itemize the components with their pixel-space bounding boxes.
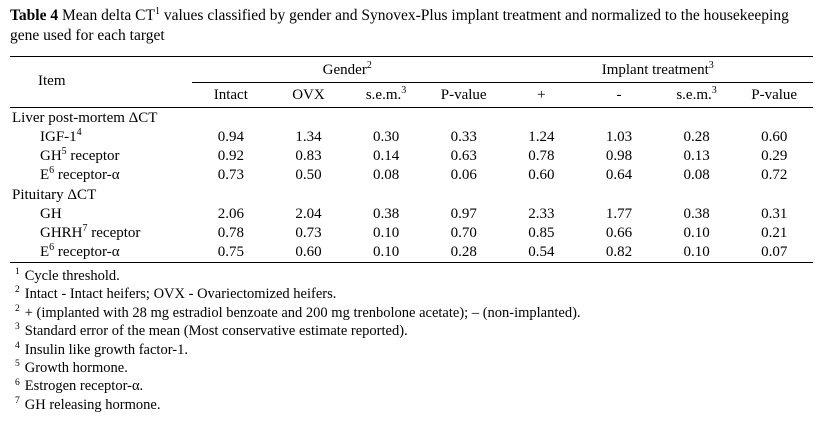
group-header-implant-sup: 3 [708, 59, 714, 71]
footnote-4: 3 Standard error of the mean (Most conser… [15, 322, 408, 340]
row-label-ghrh-receptor: GHRH7 receptor [40, 223, 141, 241]
table-row-gh-receptor: GH5 receptor 0.92 0.83 0.14 0.63 0.78 0.… [10, 147, 813, 166]
value-cell: 2.33 [528, 205, 555, 222]
footnote-1: 1 Cycle threshold. [15, 267, 120, 284]
value-cell: 0.50 [295, 166, 322, 183]
value-cell: 0.08 [683, 166, 710, 183]
value-cell: 0.13 [683, 147, 710, 164]
footnote-6: 5 Growth hormone. [15, 359, 128, 376]
value-cell: 0.31 [761, 205, 788, 222]
column-header-intact: Intact [213, 86, 248, 103]
footnote-7: 6 Estrogen receptor-α. [15, 377, 144, 395]
value-cell: 0.73 [295, 224, 322, 241]
table-row-e-receptor-liver: E6 receptor-α 0.73 0.50 0.08 0.06 0.60 0… [10, 166, 813, 185]
group-header-gender-sup: 2 [366, 59, 372, 71]
group-header-implant-label: Implant treatment [601, 61, 709, 78]
value-cell: 0.10 [372, 224, 400, 241]
table-caption-sup: 1 [154, 5, 160, 17]
value-cell: 0.54 [528, 243, 555, 260]
table-row-gh: GH 2.06 2.04 0.38 0.97 2.33 1.77 0.38 0.… [10, 205, 813, 224]
value-cell: 0.33 [450, 128, 477, 145]
footnote-3: 2 + (implanted with 28 mg estradiol benzo… [15, 303, 581, 321]
table-caption-text-1: Mean delta CT [58, 7, 155, 24]
value-cell: 0.73 [217, 166, 244, 183]
value-cell: 0.10 [683, 243, 710, 260]
footnote-5: 4 Insulin like growth factor-1. [15, 340, 188, 358]
column-header-sem-implant: s.e.m.3 [676, 84, 717, 103]
section-header-pituitary: Pituitary ΔCT [12, 186, 97, 203]
value-cell: 0.82 [605, 243, 633, 260]
section-header-row-pituitary: Pituitary ΔCT [10, 185, 813, 205]
column-header-sem-gender: s.e.m.3 [365, 84, 407, 103]
row-label-e-receptor-liver: E6 receptor-α [40, 165, 120, 183]
footnote-2: 2 Intact - Intact heifers; OVX - Ovariect… [15, 285, 337, 303]
value-cell: 0.21 [761, 224, 788, 241]
value-cell: 0.92 [217, 147, 244, 164]
value-cell: 0.08 [372, 166, 400, 183]
value-cell: 0.28 [450, 243, 477, 260]
value-cell: 2.04 [295, 205, 322, 222]
value-cell: 0.85 [528, 224, 555, 241]
value-cell: 0.70 [450, 224, 477, 241]
value-cell: 0.94 [217, 128, 244, 145]
value-cell: 1.03 [605, 128, 633, 145]
table-head: Item Gender2 Implant treatment3 Intact O… [10, 56, 813, 108]
footnote-8: 7 GH releasing hormone. [15, 395, 161, 413]
value-cell: 0.98 [605, 147, 633, 164]
value-cell: 0.60 [295, 243, 322, 260]
table-caption: Table 4 Mean delta CT1 values classified… [10, 6, 813, 47]
table-row-ghrh-receptor: GHRH7 receptor 0.78 0.73 0.10 0.70 0.85 … [10, 224, 813, 243]
value-cell: 0.29 [761, 147, 788, 164]
group-header-implant-treatment: Implant treatment3 [502, 56, 813, 83]
value-cell: 0.66 [605, 224, 633, 241]
sub-header-row: Intact OVX s.e.m.3 P-value + - s.e.m.3 P… [10, 82, 813, 107]
column-header-pvalue-implant: P-value [751, 86, 798, 103]
value-cell: 1.77 [605, 205, 633, 222]
group-header-gender-label: Gender [322, 61, 367, 78]
table-caption-number: Table 4 [10, 7, 59, 24]
value-cell: 0.64 [605, 166, 633, 183]
row-label-igf1: IGF-14 [40, 127, 82, 145]
section-header-row-liver: Liver post-mortem ΔCT [10, 107, 813, 128]
table-row-igf1: IGF-14 0.94 1.34 0.30 0.33 1.24 1.03 0.2… [10, 128, 813, 147]
value-cell: 0.10 [683, 224, 710, 241]
column-header-implanted: + [537, 86, 546, 103]
row-label-e-receptor-pituitary: E6 receptor-α [40, 242, 120, 260]
value-cell: 0.30 [372, 128, 400, 145]
value-cell: 1.24 [528, 128, 555, 145]
table-row-e-receptor-pituitary: E6 receptor-α 0.75 0.60 0.10 0.28 0.54 0… [10, 243, 813, 263]
value-cell: 0.60 [528, 166, 555, 183]
value-cell: 0.72 [761, 166, 788, 183]
value-cell: 0.10 [372, 243, 400, 260]
value-cell: 0.97 [450, 205, 477, 222]
column-header-ovx: OVX [292, 86, 325, 103]
value-cell: 0.83 [295, 147, 322, 164]
value-cell: 0.78 [528, 147, 555, 164]
value-cell: 0.78 [217, 224, 244, 241]
value-cell: 0.14 [372, 147, 400, 164]
row-label-gh-receptor: GH5 receptor [40, 146, 120, 164]
row-label-gh: GH [40, 205, 62, 222]
value-cell: 0.06 [450, 166, 477, 183]
value-cell: 1.34 [295, 128, 322, 145]
value-cell: 0.38 [683, 205, 710, 222]
value-cell: 0.63 [450, 147, 477, 164]
column-header-pvalue-gender: P-value [440, 86, 487, 103]
footnotes: 1 Cycle threshold. 2 Intact - Intact heife… [10, 267, 813, 414]
value-cell: 0.28 [683, 128, 710, 145]
group-header-gender: Gender2 [192, 56, 503, 83]
value-cell: 0.38 [372, 205, 400, 222]
delta-ct-table: Item Gender2 Implant treatment3 Intact O… [10, 55, 813, 263]
section-header-liver: Liver post-mortem ΔCT [12, 109, 158, 126]
table-caption-text-2: values classified by gender and Synovex-… [10, 7, 789, 45]
value-cell: 0.75 [217, 243, 244, 260]
table-body: Liver post-mortem ΔCT IGF-14 0.94 1.34 0… [10, 107, 813, 263]
column-header-nonimplanted: - [616, 86, 622, 103]
group-header-row: Item Gender2 Implant treatment3 [10, 56, 813, 89]
value-cell: 0.07 [761, 243, 788, 260]
column-header-item: Item [38, 73, 66, 90]
value-cell: 2.06 [217, 205, 244, 222]
value-cell: 0.60 [761, 128, 788, 145]
